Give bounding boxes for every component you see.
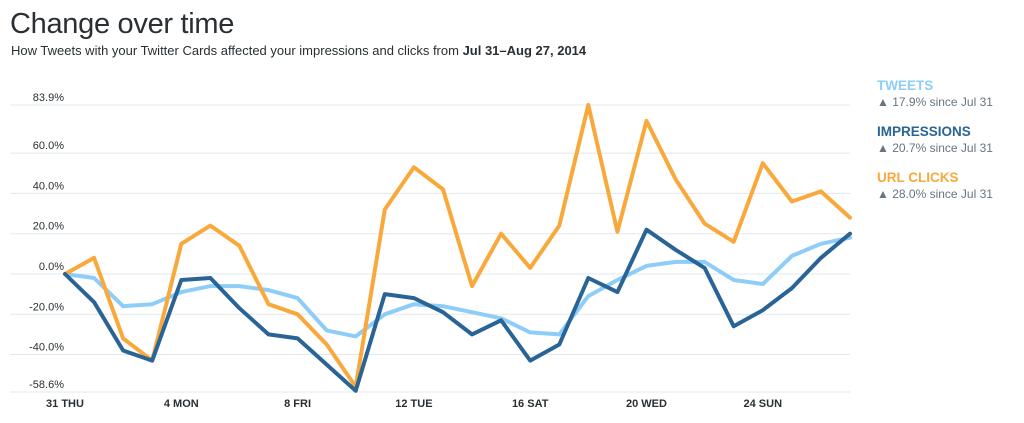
- x-tick-label: 20 WED: [626, 398, 667, 410]
- chart-lines: [63, 103, 852, 393]
- series-line-url-clicks[interactable]: [63, 103, 852, 389]
- y-tick-label: 60.0%: [33, 140, 64, 152]
- legend-label-url-clicks: URL CLICKS: [877, 170, 959, 185]
- subtitle-text: How Tweets with your Twitter Cards affec…: [11, 43, 463, 58]
- y-tick-label: -58.6%: [29, 379, 64, 391]
- y-tick-label: 83.9%: [33, 92, 64, 104]
- chart-grid: [10, 104, 850, 393]
- series-line-tweets[interactable]: [63, 235, 852, 339]
- date-range: Jul 31–Aug 27, 2014: [462, 43, 587, 58]
- x-tick-label: 4 MON: [164, 398, 199, 410]
- series-line-impressions[interactable]: [63, 227, 852, 393]
- legend-delta-url-clicks: ▲ 28.0% since Jul 31: [877, 187, 993, 201]
- legend-label-tweets: TWEETS: [877, 78, 934, 93]
- y-tick-label: -20.0%: [29, 301, 64, 313]
- legend-delta-tweets: ▲ 17.9% since Jul 31: [877, 95, 993, 109]
- legend-item-tweets[interactable]: TWEETS ▲ 17.9% since Jul 31: [877, 78, 1017, 111]
- legend-item-url-clicks[interactable]: URL CLICKS ▲ 28.0% since Jul 31: [877, 170, 1017, 203]
- x-axis: 31 THU 4 MON 8 FRI 12 TUE 16 SAT 20 WED 24 SUN: [46, 398, 782, 410]
- y-axis: 83.9% 60.0% 40.0% 20.0% 0.0% -20.0% -40.0% -58.…: [29, 92, 64, 391]
- x-tick-label: 31 THU: [46, 398, 84, 410]
- y-tick-label: 0.0%: [39, 261, 64, 273]
- x-tick-label: 8 FRI: [284, 398, 311, 410]
- page-subtitle: How Tweets with your Twitter Cards affec…: [11, 43, 586, 58]
- legend-label-impressions: IMPRESSIONS: [877, 124, 971, 139]
- x-tick-label: 16 SAT: [512, 398, 549, 410]
- chart-legend: TWEETS ▲ 17.9% since Jul 31 IMPRESSIONS …: [877, 78, 1017, 216]
- y-tick-label: 40.0%: [33, 180, 64, 192]
- x-tick-label: 12 TUE: [395, 398, 432, 410]
- y-tick-label: -40.0%: [29, 342, 64, 354]
- y-tick-label: 20.0%: [33, 221, 64, 233]
- page-title: Change over time: [10, 8, 235, 40]
- x-tick-label: 24 SUN: [744, 398, 783, 410]
- legend-item-impressions[interactable]: IMPRESSIONS ▲ 20.7% since Jul 31: [877, 124, 1017, 157]
- legend-delta-impressions: ▲ 20.7% since Jul 31: [877, 141, 993, 155]
